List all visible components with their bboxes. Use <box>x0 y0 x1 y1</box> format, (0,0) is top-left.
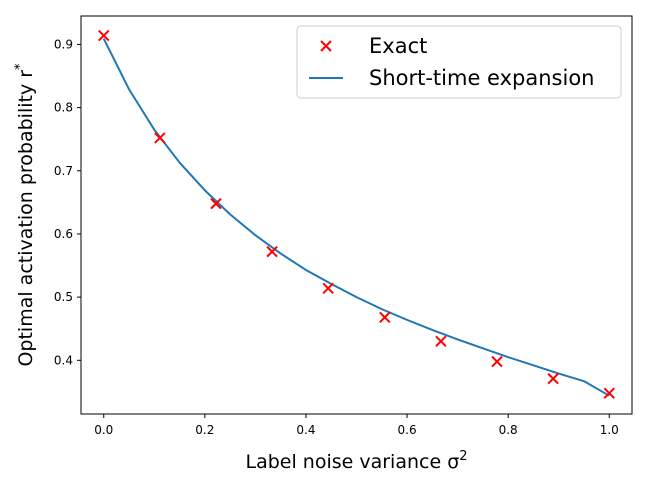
exact-point-marker <box>547 372 559 385</box>
exact-point-marker <box>154 132 166 144</box>
y-tick-label: 0.5 <box>54 290 73 304</box>
exact-point-marker <box>435 335 447 348</box>
legend-box <box>296 25 622 99</box>
exact-point-marker <box>322 282 334 294</box>
legend-exact-label: Exact <box>369 34 427 58</box>
y-axis: 0.4 0.5 0.6 0.7 0.8 0.9 <box>54 37 81 367</box>
exact-point-marker <box>210 197 222 210</box>
y-axis-label: Optimal activation probability r* <box>13 63 37 367</box>
x-tick-label: 0.4 <box>296 423 315 437</box>
x-axis-label: Label noise variance σ2 <box>245 449 467 473</box>
y-tick-label: 0.6 <box>54 227 73 241</box>
y-tick-label: 0.9 <box>54 37 73 51</box>
x-tick-label: 1.0 <box>600 423 619 437</box>
plot-area <box>98 29 615 399</box>
x-tick-label: 0.2 <box>195 423 214 437</box>
x-tick-label: 0.6 <box>398 423 417 437</box>
exact-point-marker <box>379 311 391 324</box>
plot-frame <box>80 15 633 415</box>
x-tick-label: 0.8 <box>499 423 518 437</box>
exact-point-marker <box>491 355 503 368</box>
exact-point-marker <box>603 387 615 399</box>
x-tick-label: 0.0 <box>94 423 113 437</box>
legend-exact-marker <box>320 40 332 52</box>
legend: Exact Short-time expansion <box>296 25 622 99</box>
series-line-short-time-expansion <box>102 38 610 397</box>
exact-point-marker <box>98 29 110 42</box>
y-tick-label: 0.7 <box>54 164 73 178</box>
legend-short-time-expansion-label: Short-time expansion <box>369 66 594 90</box>
exact-point-marker <box>266 245 278 258</box>
y-tick-label: 0.4 <box>54 353 73 367</box>
x-axis: 0.0 0.2 0.4 0.6 0.8 1.0 <box>94 414 619 437</box>
y-tick-label: 0.8 <box>54 101 73 115</box>
